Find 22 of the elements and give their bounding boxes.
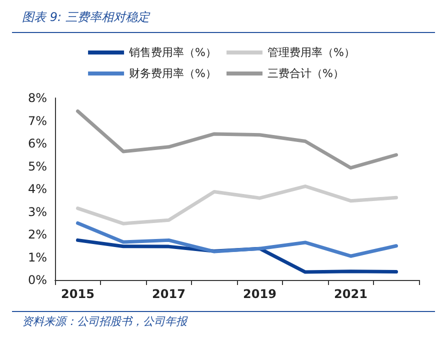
y-tick-label: 7% xyxy=(28,114,47,128)
x-tick-label: 2015 xyxy=(61,287,94,301)
y-tick-label: 6% xyxy=(28,136,47,150)
y-tick-label: 4% xyxy=(28,182,47,196)
legend-label: 管理费用率（%） xyxy=(268,46,355,59)
y-tick-label: 8% xyxy=(28,91,47,105)
legend-label: 财务费用率（%） xyxy=(129,67,216,80)
chart-title: 图表 9: 三费率相对稳定 xyxy=(22,9,150,26)
x-tick-label: 2021 xyxy=(334,287,368,301)
legend-label: 销售费用率（%） xyxy=(128,46,216,59)
line-series xyxy=(76,184,398,226)
y-tick-label: 1% xyxy=(28,250,47,264)
x-tick-label: 2019 xyxy=(243,287,276,301)
y-tick-label: 0% xyxy=(28,273,47,287)
text: 资料来源：公司招股书，公司年报 xyxy=(22,314,187,329)
y-tick-label: 5% xyxy=(28,159,47,174)
line-series xyxy=(76,109,398,170)
legend-label: 三费合计（%） xyxy=(268,67,344,80)
y-tick-label: 3% xyxy=(28,204,47,219)
y-tick-label: 2% xyxy=(28,228,47,242)
x-tick-label: 2017 xyxy=(152,287,186,301)
line-series xyxy=(76,221,398,258)
